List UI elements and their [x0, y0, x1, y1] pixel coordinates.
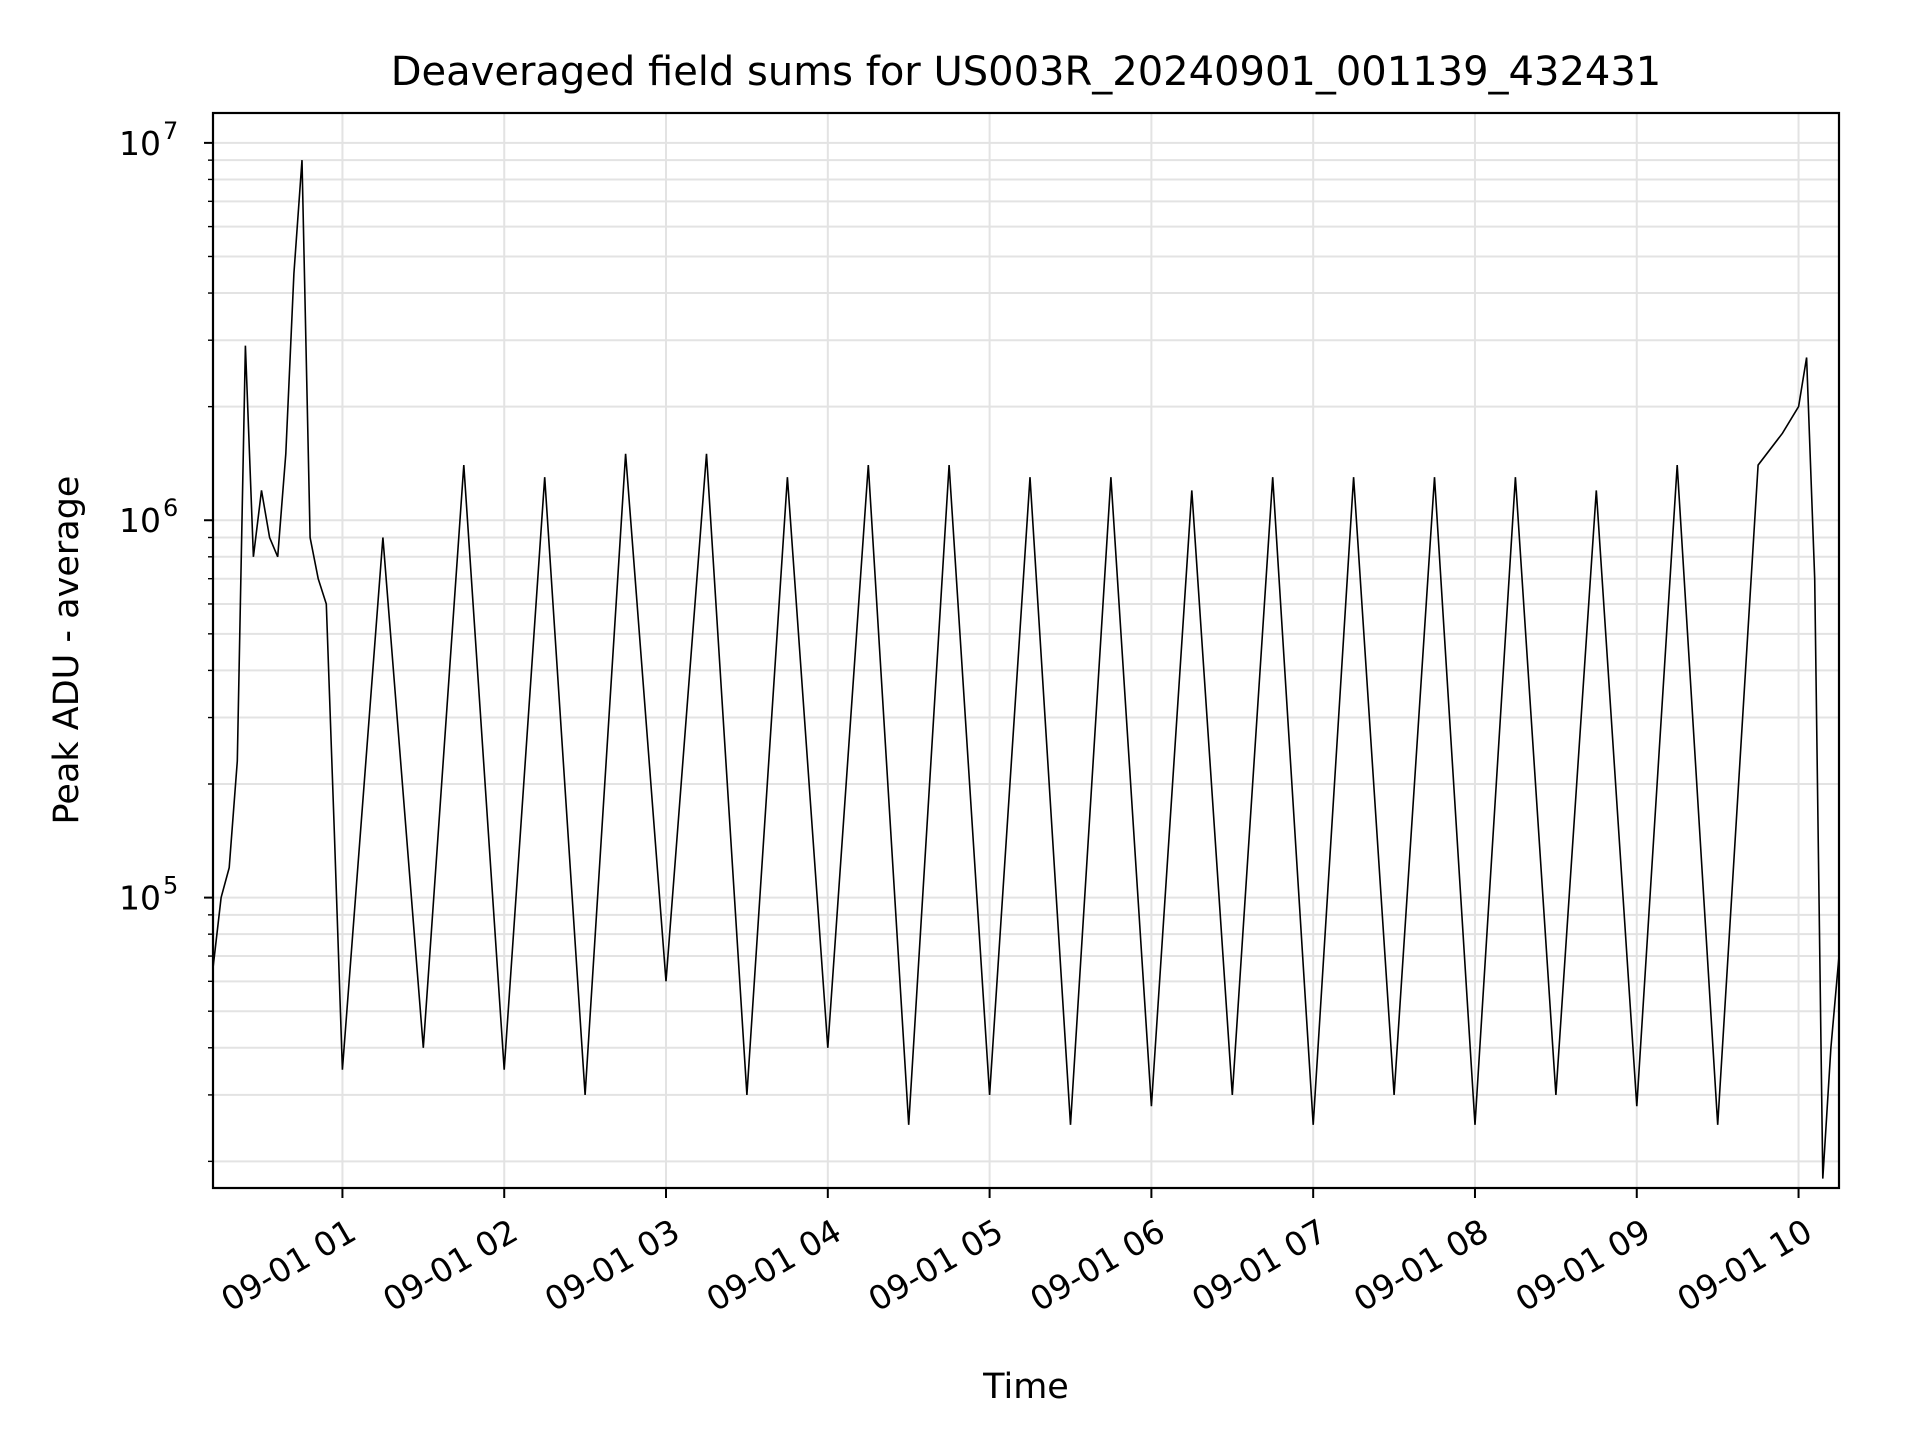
x-tick-label: 09-01 01	[214, 1211, 362, 1319]
series-area	[212, 160, 1840, 1179]
x-axis-ticks: 09-01 01 09-01 02 09-01 03 09-01 04 09-01 05…	[214, 1188, 1819, 1319]
chart-title: Deaveraged field sums for US003R_2024090…	[391, 49, 1662, 95]
x-tick-label: 09-01 03	[538, 1211, 686, 1319]
y-tick-exponent: 6	[163, 494, 178, 522]
y-tick-label: 10	[119, 124, 161, 163]
x-tick-label: 09-01 10	[1671, 1211, 1819, 1319]
plot-frame	[211, 111, 1841, 1190]
series-line	[212, 160, 1840, 1179]
x-tick-label: 09-01 08	[1347, 1211, 1495, 1319]
x-tick-label: 09-01 06	[1023, 1211, 1171, 1319]
x-tick-label: 09-01 09	[1509, 1211, 1657, 1319]
y-axis-label: Peak ADU - average	[47, 476, 87, 825]
x-tick-label: 09-01 04	[700, 1211, 848, 1319]
x-axis-label: Time	[982, 1367, 1069, 1407]
x-tick-label: 09-01 05	[862, 1211, 1010, 1319]
x-tick-label: 09-01 02	[376, 1211, 524, 1319]
y-tick-exponent: 5	[163, 872, 178, 900]
y-tick-exponent: 7	[163, 117, 178, 145]
y-tick-label: 10	[119, 879, 161, 918]
x-tick-label: 09-01 07	[1185, 1211, 1333, 1319]
y-tick-label: 10	[119, 501, 161, 540]
grid-lines	[213, 113, 1839, 1188]
